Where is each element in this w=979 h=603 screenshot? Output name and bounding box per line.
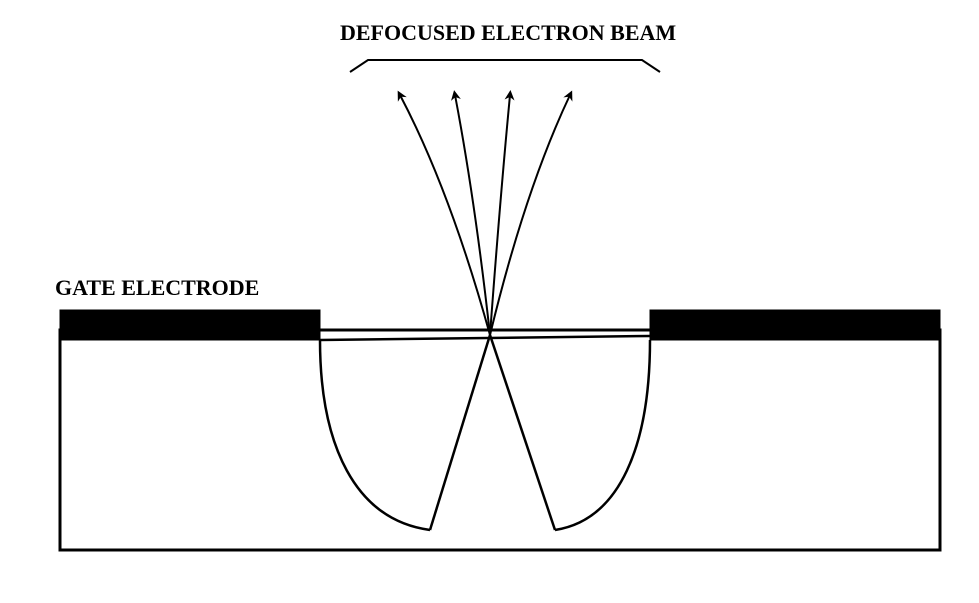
left-gate-electrode [60,310,320,340]
cavity-left-arc [320,340,430,530]
cavity-right-diagonal [490,335,555,530]
aperture-top-edge [320,336,650,340]
cavity-right-arc [555,340,650,530]
gate-electrode-label: GATE ELECTRODE [55,275,259,301]
electron-beam-2 [455,95,490,335]
beam-bracket [350,60,660,72]
electron-beam-4 [490,95,570,335]
cavity-left-diagonal [430,335,490,530]
right-gate-electrode [650,310,940,340]
electron-beam-1 [400,95,490,335]
diagram-container: DEFOCUSED ELECTRON BEAM GATE ELECTRODE [0,0,979,603]
electron-beam-diagram [0,0,979,603]
defocused-beam-label: DEFOCUSED ELECTRON BEAM [340,20,676,46]
